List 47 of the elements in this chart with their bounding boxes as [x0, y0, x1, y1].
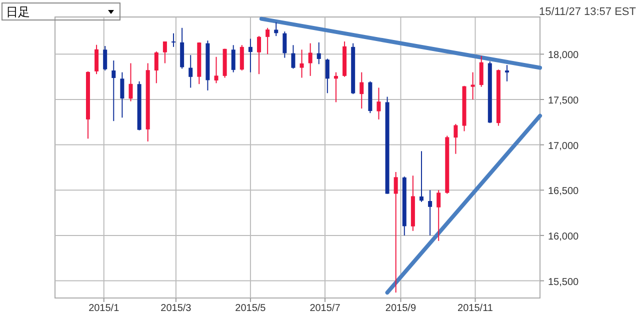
- candlestick: [257, 36, 262, 75]
- candlestick: [479, 55, 484, 88]
- candlestick: [214, 56, 218, 84]
- candlestick: [291, 44, 296, 70]
- candlestick: [308, 42, 312, 76]
- candlestick: [394, 172, 398, 294]
- candlestick: [376, 87, 381, 120]
- candlestick: [172, 32, 176, 48]
- y-tick-label: 16,500: [548, 186, 580, 198]
- x-tick-label: 2015/5: [235, 303, 266, 314]
- x-tick-label: 2015/11: [458, 303, 494, 314]
- y-tick-label: 16,000: [548, 231, 580, 242]
- candlestick: [325, 58, 330, 94]
- candlestick: [428, 190, 432, 236]
- candlestick: [103, 46, 108, 71]
- candlestick: [282, 31, 287, 58]
- candlestick: [120, 72, 124, 118]
- candlestick: [248, 38, 252, 73]
- candlestick: [316, 42, 321, 65]
- candlestick: [274, 22, 278, 37]
- y-tick-label: 15,500: [548, 276, 580, 288]
- candlestick: [505, 64, 510, 82]
- y-tick-label: 18,000: [548, 50, 580, 62]
- candlestick: [162, 40, 167, 64]
- candlestick: [266, 27, 270, 55]
- candlestick: [94, 44, 99, 75]
- candlestick: [300, 49, 304, 78]
- x-tick-label: 2015/7: [310, 303, 341, 314]
- y-tick-label: 17,500: [548, 95, 580, 106]
- chart-title: 日足: [6, 5, 30, 19]
- candlestick: [128, 62, 133, 102]
- x-tick-label: 2015/9: [385, 303, 416, 314]
- annotation: 15/11/27 13:57 EST: [538, 6, 636, 18]
- candlestick: [231, 44, 236, 73]
- y-tick-label: 17,000: [548, 140, 580, 152]
- candlestick: [334, 72, 338, 103]
- candlestick: [420, 150, 424, 202]
- candlestick: [360, 72, 364, 110]
- x-tick-label: 2015/1: [88, 303, 120, 314]
- candlestick: [454, 123, 458, 154]
- candlestick: [240, 44, 244, 71]
- candlestick: [470, 72, 475, 100]
- candlestick: [112, 60, 116, 122]
- candlestick: [154, 50, 158, 84]
- x-tick-label: 2015/3: [160, 303, 192, 314]
- candlestick: [436, 190, 441, 242]
- candlestick: [188, 54, 193, 88]
